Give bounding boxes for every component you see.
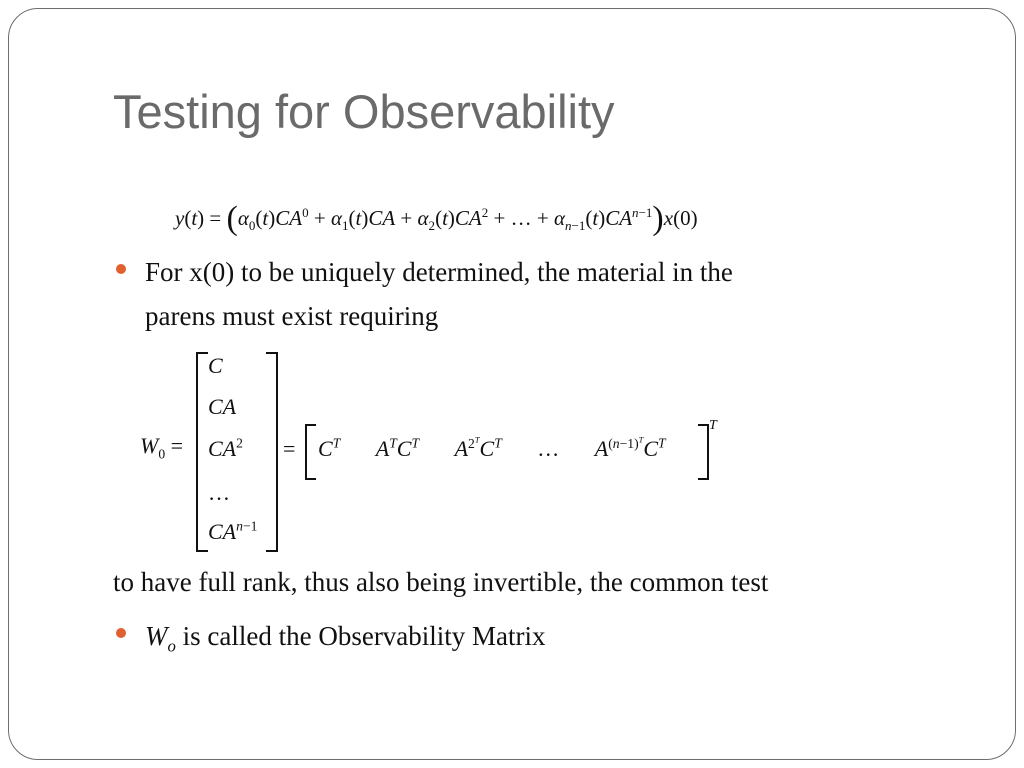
row-bracket-left	[305, 424, 316, 480]
bullet-dot	[116, 628, 126, 638]
matrix-row: CAn−1	[208, 518, 258, 544]
transposed-row: CT ATCT A2TCT … A(n−1)TCT	[318, 434, 666, 461]
bullet-2-text: is called the Observability Matrix	[175, 621, 546, 651]
matrix-bracket-left	[196, 352, 208, 552]
matrix-row: CA2	[208, 435, 243, 461]
bullet-text-observability: Wo is called the Observability Matrix	[145, 614, 546, 658]
matrix-bracket-right	[266, 352, 278, 552]
bullet-text-line-1: For x(0) to be uniquely determined, the …	[145, 257, 733, 287]
bullet-dot	[116, 264, 126, 274]
slide-frame	[8, 8, 1016, 760]
matrix-row: C	[208, 353, 223, 378]
matrix-row: …	[208, 480, 230, 505]
equals-sign: =	[283, 436, 296, 461]
row-bracket-right	[698, 424, 709, 480]
transpose-superscript: T	[709, 418, 717, 433]
matrix-lhs: W0 =	[140, 433, 184, 462]
symbol-w: W	[145, 621, 168, 651]
slide-title: Testing for Observability	[113, 85, 615, 138]
bullet-text-line-2: parens must exist requiring	[145, 301, 439, 331]
matrix-row: CA	[208, 394, 237, 419]
paragraph-text: to have full rank, thus also being inver…	[113, 567, 769, 597]
equation-output: y(t) = (α0(t)CA0 + α1(t)CA + α2(t)CA2 + …	[175, 200, 698, 237]
symbol-subscript: o	[167, 636, 176, 656]
